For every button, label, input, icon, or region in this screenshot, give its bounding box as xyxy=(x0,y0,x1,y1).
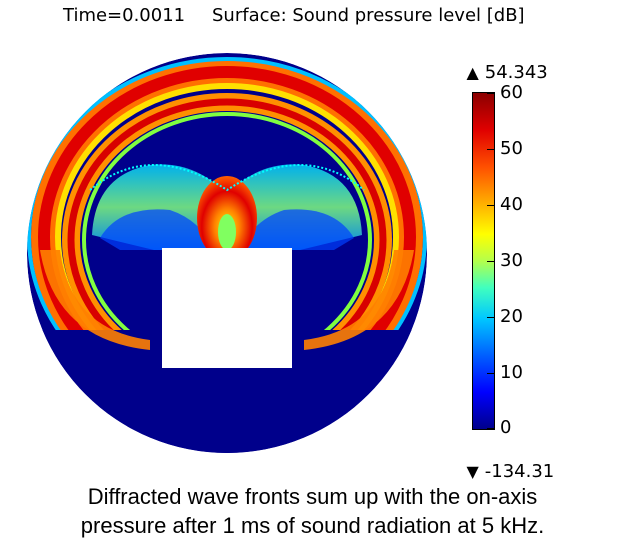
left-lower-band xyxy=(40,250,150,350)
min-value-indicator: ▼ -134.31 xyxy=(455,440,554,482)
colorbar-tick-label: 10 xyxy=(500,362,523,383)
triangle-up-icon: ▲ xyxy=(466,63,479,82)
colorbar-tick xyxy=(487,205,495,206)
figure-caption: Diffracted wave fronts sum up with the o… xyxy=(0,482,625,540)
interference-arc xyxy=(89,164,365,192)
time-label: Time=0.0011 xyxy=(63,5,186,26)
plot-header: Time=0.0011 Surface: Sound pressure leve… xyxy=(0,0,625,30)
caption-line: Diffracted wave fronts sum up with the o… xyxy=(87,484,538,509)
triangle-down-icon: ▼ xyxy=(466,462,479,481)
right-lower-band xyxy=(304,250,414,350)
colorbar-tick xyxy=(487,93,495,94)
colorbar-tick xyxy=(487,149,495,150)
caption-line: pressure after 1 ms of sound radiation a… xyxy=(80,513,545,538)
colorbar-tick xyxy=(487,428,495,429)
surface-label: Surface: Sound pressure level [dB] xyxy=(212,5,525,26)
min-value: -134.31 xyxy=(484,461,555,482)
rigid-obstacle xyxy=(162,248,292,368)
colorbar-tick xyxy=(487,317,495,318)
on-axis-lobe-center xyxy=(218,214,236,250)
colorbar-tick xyxy=(487,373,495,374)
colorbar-tick-label: 40 xyxy=(500,194,523,215)
colorbar-tick-label: 30 xyxy=(500,250,523,271)
colorbar-tick-label: 60 xyxy=(500,82,523,103)
colorbar-tick xyxy=(487,261,495,262)
max-value-indicator: ▲ 54.343 xyxy=(455,41,548,83)
colorbar-tick-label: 50 xyxy=(500,138,523,159)
left-shadow-zone xyxy=(100,209,215,250)
right-shadow-zone xyxy=(239,209,354,250)
colorbar-tick-label: 20 xyxy=(500,306,523,327)
upper-null-region xyxy=(160,125,294,175)
colorbar-tick-label: 0 xyxy=(500,417,512,438)
max-value: 54.343 xyxy=(484,62,548,83)
